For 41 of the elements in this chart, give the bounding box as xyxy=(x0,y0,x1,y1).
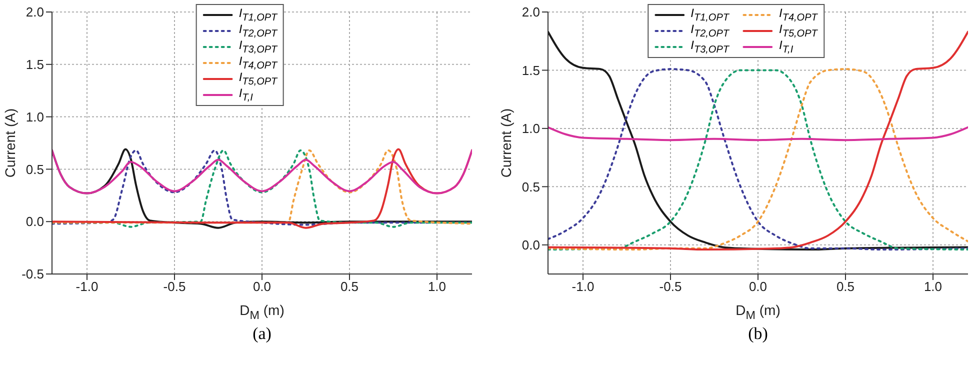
y-tick-label: -0.5 xyxy=(22,266,44,282)
x-tick-label: 1.0 xyxy=(428,279,446,294)
x-tick-label: 0.5 xyxy=(836,279,855,294)
y-tick-label: 1.5 xyxy=(522,62,540,78)
x-tick-label: 1.0 xyxy=(924,279,942,294)
y-tick-label: 0.5 xyxy=(522,179,540,194)
legend-label: I$_{T1,OPT}$ xyxy=(238,6,278,24)
legend-label: I$_{T1,OPT}$ xyxy=(690,6,729,24)
x-tick-label: 0.5 xyxy=(340,279,359,294)
y-tick-label: 1.0 xyxy=(26,109,44,124)
x-tick-label: -0.5 xyxy=(659,279,682,294)
legend-label: I$_{T3,OPT}$ xyxy=(690,38,729,56)
y-axis-title: Current (A) xyxy=(2,108,18,178)
line-series xyxy=(52,149,472,194)
x-tick-label: 0.0 xyxy=(748,279,768,294)
y-tick-label: 0.0 xyxy=(26,214,44,230)
y-tick-label: 1.0 xyxy=(522,121,540,136)
legend-label: I$_{T2,OPT}$ xyxy=(690,22,729,40)
y-tick-label: 2.0 xyxy=(522,4,540,20)
line-series xyxy=(548,126,968,142)
x-axis-title: D$_{M}$ (m) xyxy=(736,302,780,322)
y-axis-title: Current (A) xyxy=(498,108,514,178)
legend-label: I$_{T3,OPT}$ xyxy=(238,38,278,56)
x-tick-label: -1.0 xyxy=(76,279,98,294)
y-tick-label: 0.0 xyxy=(522,238,540,253)
legend-label: I$_{T,I}$ xyxy=(238,86,253,104)
x-axis-title: D$_{M}$ (m) xyxy=(240,302,284,322)
x-tick-label: -0.5 xyxy=(163,279,186,294)
legend-label: I$_{T,I}$ xyxy=(779,38,794,56)
y-tick-label: 1.5 xyxy=(26,57,44,72)
legend-label: I$_{T5,OPT}$ xyxy=(238,70,278,88)
legend-label: I$_{T2,OPT}$ xyxy=(238,22,278,40)
legend-label: I$_{T4,OPT}$ xyxy=(238,54,278,72)
x-tick-label: 0.0 xyxy=(252,279,272,294)
text: (b) xyxy=(748,324,768,344)
y-tick-label: 0.5 xyxy=(26,162,44,177)
text: (a) xyxy=(252,324,272,344)
legend-label: I$_{T4,OPT}$ xyxy=(779,6,818,24)
x-tick-label: -1.0 xyxy=(572,279,594,294)
legend-label: I$_{T5,OPT}$ xyxy=(779,22,818,40)
y-tick-label: 2.0 xyxy=(26,4,44,20)
